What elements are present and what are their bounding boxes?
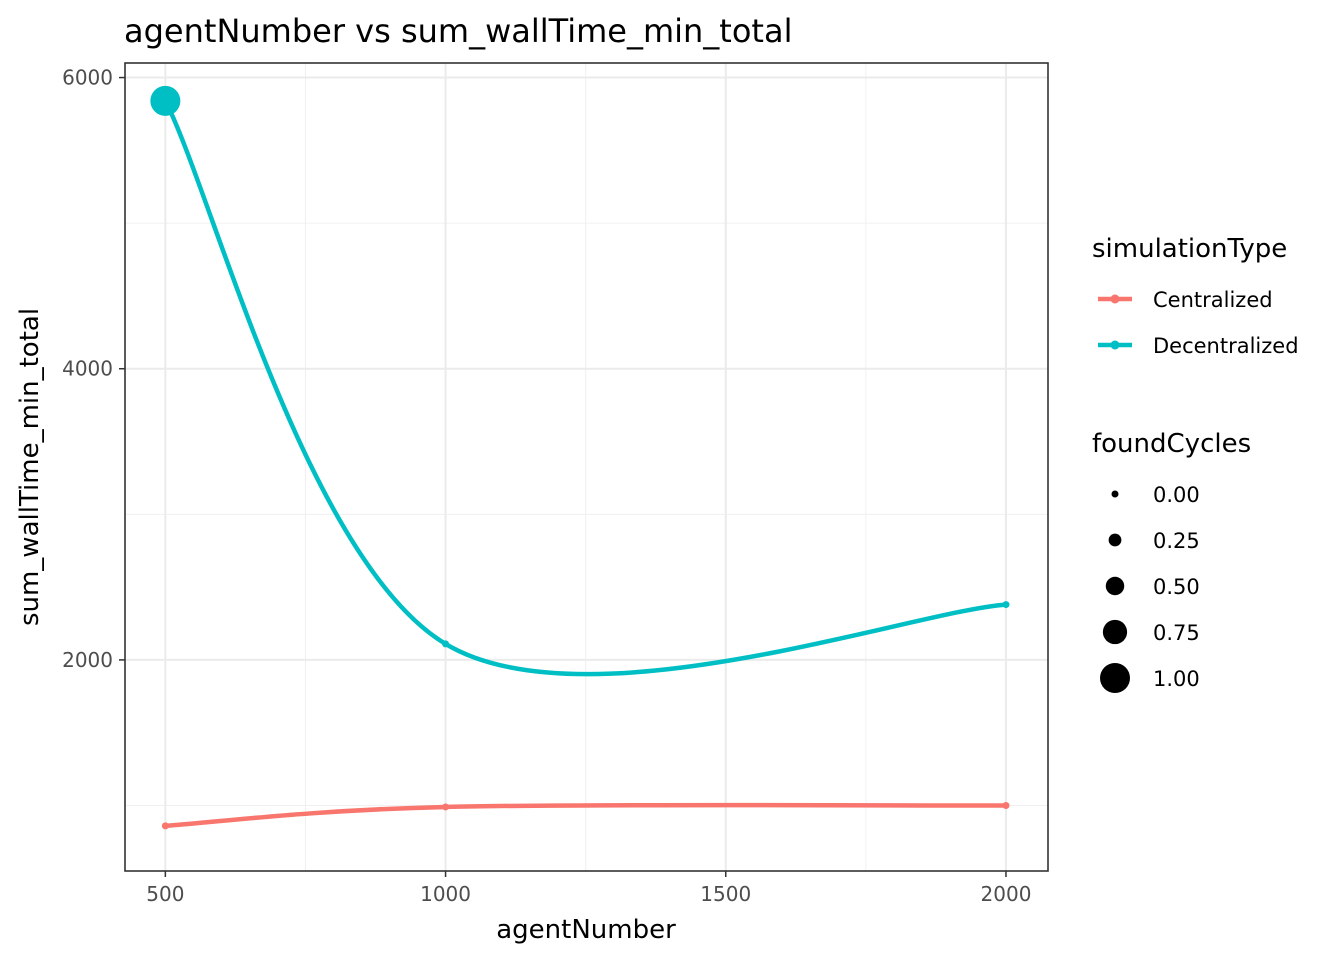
legend-key-point: [1110, 340, 1120, 350]
size-legend-label: 0.50: [1153, 575, 1200, 599]
plot-panel: [125, 63, 1048, 871]
data-point-decentralized: [442, 640, 450, 648]
size-legend-title: foundCycles: [1092, 429, 1251, 459]
x-axis-title: agentNumber: [496, 915, 676, 945]
size-legend-label: 0.25: [1153, 529, 1200, 553]
x-tick-label: 1000: [420, 882, 471, 906]
x-tick-label: 1500: [700, 882, 751, 906]
legend-label: Centralized: [1153, 288, 1273, 312]
y-tick-label: 4000: [62, 357, 113, 381]
y-tick-label: 6000: [62, 66, 113, 90]
x-tick-label: 500: [146, 882, 184, 906]
y-tick-label: 2000: [62, 648, 113, 672]
color-legend: Centralized Decentralized: [1098, 288, 1299, 358]
series-line-centralized: [163, 802, 1009, 829]
plot-border: [124, 62, 1049, 872]
chart-title: agentNumber vs sum_wallTime_min_total: [124, 12, 792, 50]
data-point-centralized: [442, 803, 450, 811]
size-legend-point: [1111, 490, 1119, 498]
size-legend: 0.00 0.25 0.50 0.75 1.00: [1100, 483, 1200, 693]
legend-label: Decentralized: [1153, 334, 1299, 358]
size-legend-label: 0.00: [1153, 483, 1200, 507]
y-axis-title: sum_wallTime_min_total: [15, 308, 45, 626]
size-legend-point: [1108, 533, 1122, 547]
data-point-decentralized: [150, 85, 181, 116]
x-tick-label: 2000: [981, 882, 1032, 906]
data-point-centralized: [161, 822, 169, 830]
x-axis-ticks: 500 1000 1500 2000: [146, 871, 1031, 906]
size-legend-label: 1.00: [1153, 667, 1200, 691]
size-legend-point: [1102, 619, 1128, 645]
data-point-centralized: [1002, 801, 1010, 809]
color-legend-title: simulationType: [1092, 234, 1287, 264]
series-points: [150, 85, 1010, 830]
size-legend-label: 0.75: [1153, 621, 1200, 645]
data-point-decentralized: [1002, 601, 1010, 609]
y-axis-ticks: 2000 4000 6000: [62, 66, 125, 672]
size-legend-point: [1100, 663, 1130, 693]
size-legend-point: [1105, 576, 1125, 596]
major-gridlines: [125, 63, 1048, 871]
legend-key-point: [1110, 294, 1120, 304]
